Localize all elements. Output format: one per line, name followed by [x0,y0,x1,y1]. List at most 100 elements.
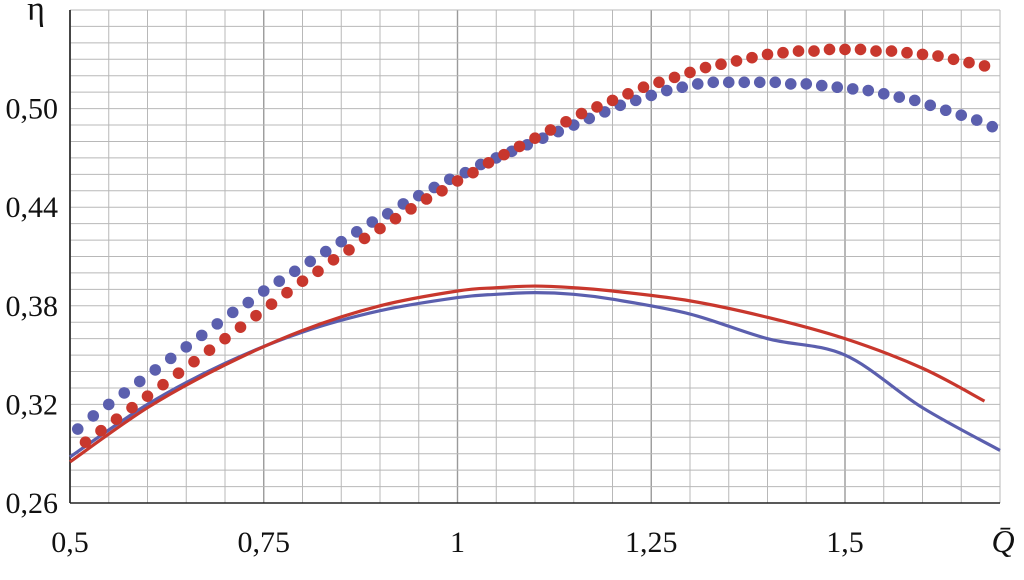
series-dot-1 [234,321,247,333]
series-dot-1 [560,115,572,128]
series-dot-0 [366,216,379,228]
series-dot-1 [188,355,200,368]
series-dot-0 [707,76,720,89]
series-dot-1 [312,265,324,278]
series-dot-0 [149,364,162,376]
series-dot-1 [854,43,867,56]
series-dot-1 [219,332,231,345]
series-dot-1 [265,298,278,310]
series-dot-0 [784,78,797,90]
series-dot-1 [296,275,309,287]
series-dot-0 [815,79,828,92]
series-dot-0 [335,235,348,248]
series-dot-1 [482,157,495,169]
series-dot-1 [653,76,665,89]
series-dot-0 [676,81,689,94]
series-dot-0 [304,255,317,268]
series-dot-1 [622,88,634,100]
series-dot-1 [436,184,448,197]
series-dot-1 [405,203,417,215]
series-dot-1 [901,46,913,59]
series-dot-1 [870,45,882,57]
series-dot-1 [839,43,851,56]
curve-series [69,284,1001,464]
series-dot-1 [358,232,371,245]
series-dot-0 [226,306,239,319]
series-dot-1 [172,367,185,379]
series-dot-0 [242,296,255,309]
series-dot-1 [777,46,789,59]
series-dot-0 [319,245,332,258]
series-dot-1 [343,244,355,256]
series-dot-1 [730,55,743,67]
series-dot-0 [691,78,704,90]
x-tick-label: 1 [450,526,465,559]
axes [69,10,1000,504]
series-dot-0 [71,423,84,435]
series-dot-1 [575,107,588,120]
series-dot-1 [203,344,216,356]
series-dot-1 [699,61,712,74]
series-dot-1 [885,45,898,57]
series-dot-0 [133,375,146,388]
y-tick-label: 0,26 [6,487,59,520]
series-dot-0 [846,83,859,95]
series-dot-1 [513,140,526,153]
series-dot-1 [141,390,154,402]
y-tick-label: 0,32 [6,388,59,421]
series-dot-0 [862,84,875,97]
series-dot-1 [374,222,386,235]
series-dot-0 [753,76,766,89]
y-tick-label: 0,50 [6,93,59,126]
series-dot-0 [660,84,673,97]
series-dot-1 [978,60,991,72]
series-dot-1 [746,51,758,64]
series-dot-1 [529,132,541,144]
series-dot-1 [761,48,774,61]
series-dot-1 [126,401,138,414]
series-dot-1 [715,58,727,71]
series-dot-0 [645,89,658,102]
series-dot-1 [916,48,929,61]
series-dot-0 [769,76,782,89]
series-dot-1 [420,193,433,205]
series-dot-1 [467,166,479,179]
series-dot-0 [738,76,751,89]
series-dot-1 [792,45,805,57]
series-dot-1 [684,66,696,79]
series-dot-0 [986,120,999,133]
x-tick-label: 0,75 [238,526,291,559]
series-dot-0 [800,78,813,90]
series-dot-0 [970,114,983,126]
series-dot-0 [180,341,193,353]
series-dot-1 [498,148,510,161]
series-dot-1 [637,81,650,94]
series-dot-1 [79,436,92,448]
series-dot-1 [157,378,169,391]
series-dot-1 [95,424,107,437]
tick-labels: 0,5 0,75 1 1,25 1,5 0,26 0,32 0,38 0,44 0,50 [6,93,864,559]
series-dot-0 [924,99,937,112]
series-dot-1 [389,212,402,225]
series-dot-1 [963,56,975,69]
series-dot-0 [273,275,286,287]
series-dot-0 [164,352,177,365]
y-axis-title: η [27,0,45,28]
series-dot-0 [195,329,208,342]
x-tick-label: 0,5 [51,526,89,559]
series-dot-1 [281,286,293,299]
series-dot-1 [544,124,557,136]
series-dot-0 [118,387,131,399]
series-dot-0 [893,91,906,103]
series-dot-1 [591,101,603,113]
series-dot-0 [939,104,952,117]
series-dot-0 [350,226,363,238]
series-dot-0 [102,398,115,411]
series-dot-1 [668,71,681,84]
y-tick-label: 0,44 [6,191,59,224]
series-dot-1 [932,50,944,62]
dot-series [71,43,999,448]
series-dot-0 [908,94,921,107]
series-dot-0 [722,76,735,89]
